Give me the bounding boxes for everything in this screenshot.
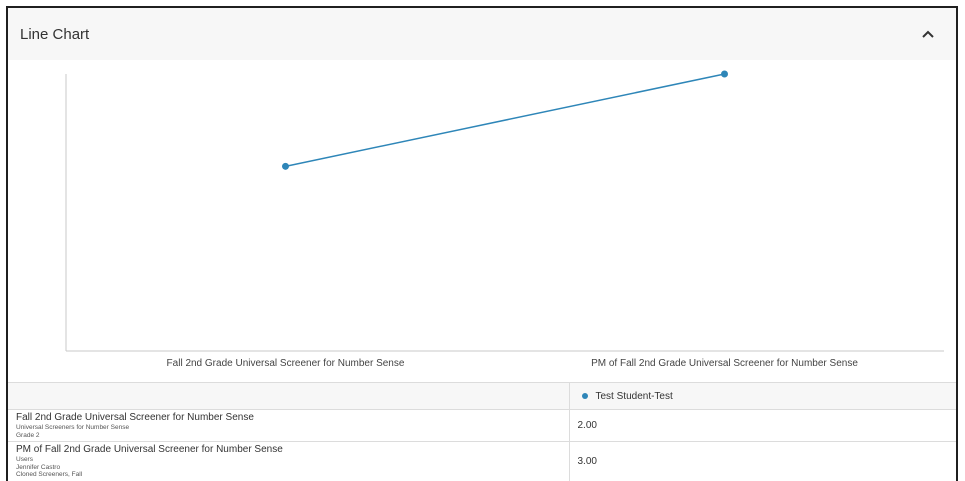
panel-header: Line Chart	[8, 8, 956, 60]
row-label-cell: Fall 2nd Grade Universal Screener for Nu…	[8, 409, 570, 442]
data-point	[721, 70, 728, 78]
row-subtitle: Users	[16, 456, 33, 463]
panel-title: Line Chart	[20, 25, 90, 43]
row-subtitle: Grade 2	[16, 431, 40, 439]
legend-cell: Test Student-Test	[569, 382, 956, 410]
series-line	[285, 73, 725, 168]
row-title: Fall 2nd Grade Universal Screener for Nu…	[16, 412, 254, 423]
x-tick-label: Fall 2nd Grade Universal Screener for Nu…	[167, 358, 405, 369]
table-row: Fall 2nd Grade Universal Screener for Nu…	[8, 409, 956, 442]
data-table: Test Student-Test Fall 2nd Grade Univers…	[8, 382, 956, 481]
data-point	[282, 162, 289, 170]
row-title: PM of Fall 2nd Grade Universal Screener …	[16, 444, 283, 455]
row-label-cell: PM of Fall 2nd Grade Universal Screener …	[8, 441, 570, 481]
legend-dot-icon	[581, 393, 588, 399]
line-chart-panel: Line Chart Fall 2nd Grade Universal Scre…	[6, 6, 958, 481]
table-row: PM of Fall 2nd Grade Universal Screener …	[8, 441, 956, 481]
chevron-up-icon[interactable]	[916, 22, 940, 46]
row-subtitle: Universal Screeners for Number Sense	[16, 424, 130, 431]
row-subtitle: Jennifer Castro	[16, 463, 61, 471]
legend-empty-cell	[8, 382, 570, 410]
row-value: 2.00	[569, 409, 956, 442]
legend-label: Test Student-Test	[595, 390, 673, 402]
table-legend-row: Test Student-Test	[8, 382, 956, 410]
chart-area: Fall 2nd Grade Universal Screener for Nu…	[8, 60, 956, 382]
row-value: 3.00	[569, 441, 956, 481]
line-chart: Fall 2nd Grade Universal Screener for Nu…	[65, 70, 944, 369]
x-tick-label: PM of Fall 2nd Grade Universal Screener …	[591, 358, 858, 369]
row-subtitle: Cloned Screeners, Fall	[16, 471, 83, 478]
